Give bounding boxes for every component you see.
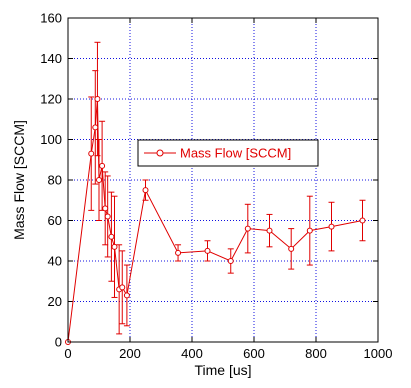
x-tick-labels: 0 200 400 600 800 1000 <box>64 346 392 361</box>
y-tick-label: 20 <box>48 294 62 309</box>
series-layer <box>65 41 366 345</box>
data-point <box>328 223 335 230</box>
grid <box>68 18 378 342</box>
y-tick-label: 60 <box>48 213 62 228</box>
x-tick-label: 0 <box>64 346 71 361</box>
y-tick-label: 120 <box>40 92 62 107</box>
data-point <box>94 96 101 102</box>
data-point <box>266 227 273 234</box>
x-tick-label: 200 <box>119 346 141 361</box>
y-tick-label: 100 <box>40 132 62 147</box>
data-point <box>288 245 295 252</box>
series <box>65 41 366 345</box>
data-point <box>104 213 111 220</box>
data-point <box>99 162 106 169</box>
y-tick-label: 160 <box>40 11 62 26</box>
x-tick-label: 600 <box>243 346 265 361</box>
data-point <box>119 284 126 291</box>
data-point <box>92 124 99 131</box>
data-point <box>123 292 130 299</box>
data-point <box>102 205 109 212</box>
data-point <box>88 150 95 157</box>
legend: Mass Flow [SCCM] <box>137 139 319 167</box>
data-point <box>244 225 251 232</box>
y-tick-label: 0 <box>55 335 62 350</box>
legend-label: Mass Flow [SCCM] <box>180 146 291 161</box>
data-point <box>111 243 118 250</box>
data-point <box>227 258 234 264</box>
data-point <box>359 217 366 224</box>
y-axis-title: Mass Flow [SCCM] <box>11 120 27 240</box>
x-tick-label: 1000 <box>364 346 393 361</box>
data-point <box>175 249 182 256</box>
x-tick-label: 400 <box>181 346 203 361</box>
y-tick-labels: 0 20 40 60 80 100 120 140 160 <box>40 11 62 350</box>
x-tick-label: 800 <box>305 346 327 361</box>
y-tick-label: 40 <box>48 254 62 269</box>
data-point <box>204 247 211 254</box>
plot-frame <box>67 17 379 343</box>
legend-marker <box>156 149 164 157</box>
data-point <box>142 187 149 194</box>
y-tick-label: 80 <box>48 173 62 188</box>
data-point <box>96 177 102 183</box>
y-tick-label: 140 <box>40 51 62 66</box>
data-point <box>306 227 313 234</box>
data-point <box>108 233 115 240</box>
x-axis-title: Time [us] <box>194 362 251 378</box>
